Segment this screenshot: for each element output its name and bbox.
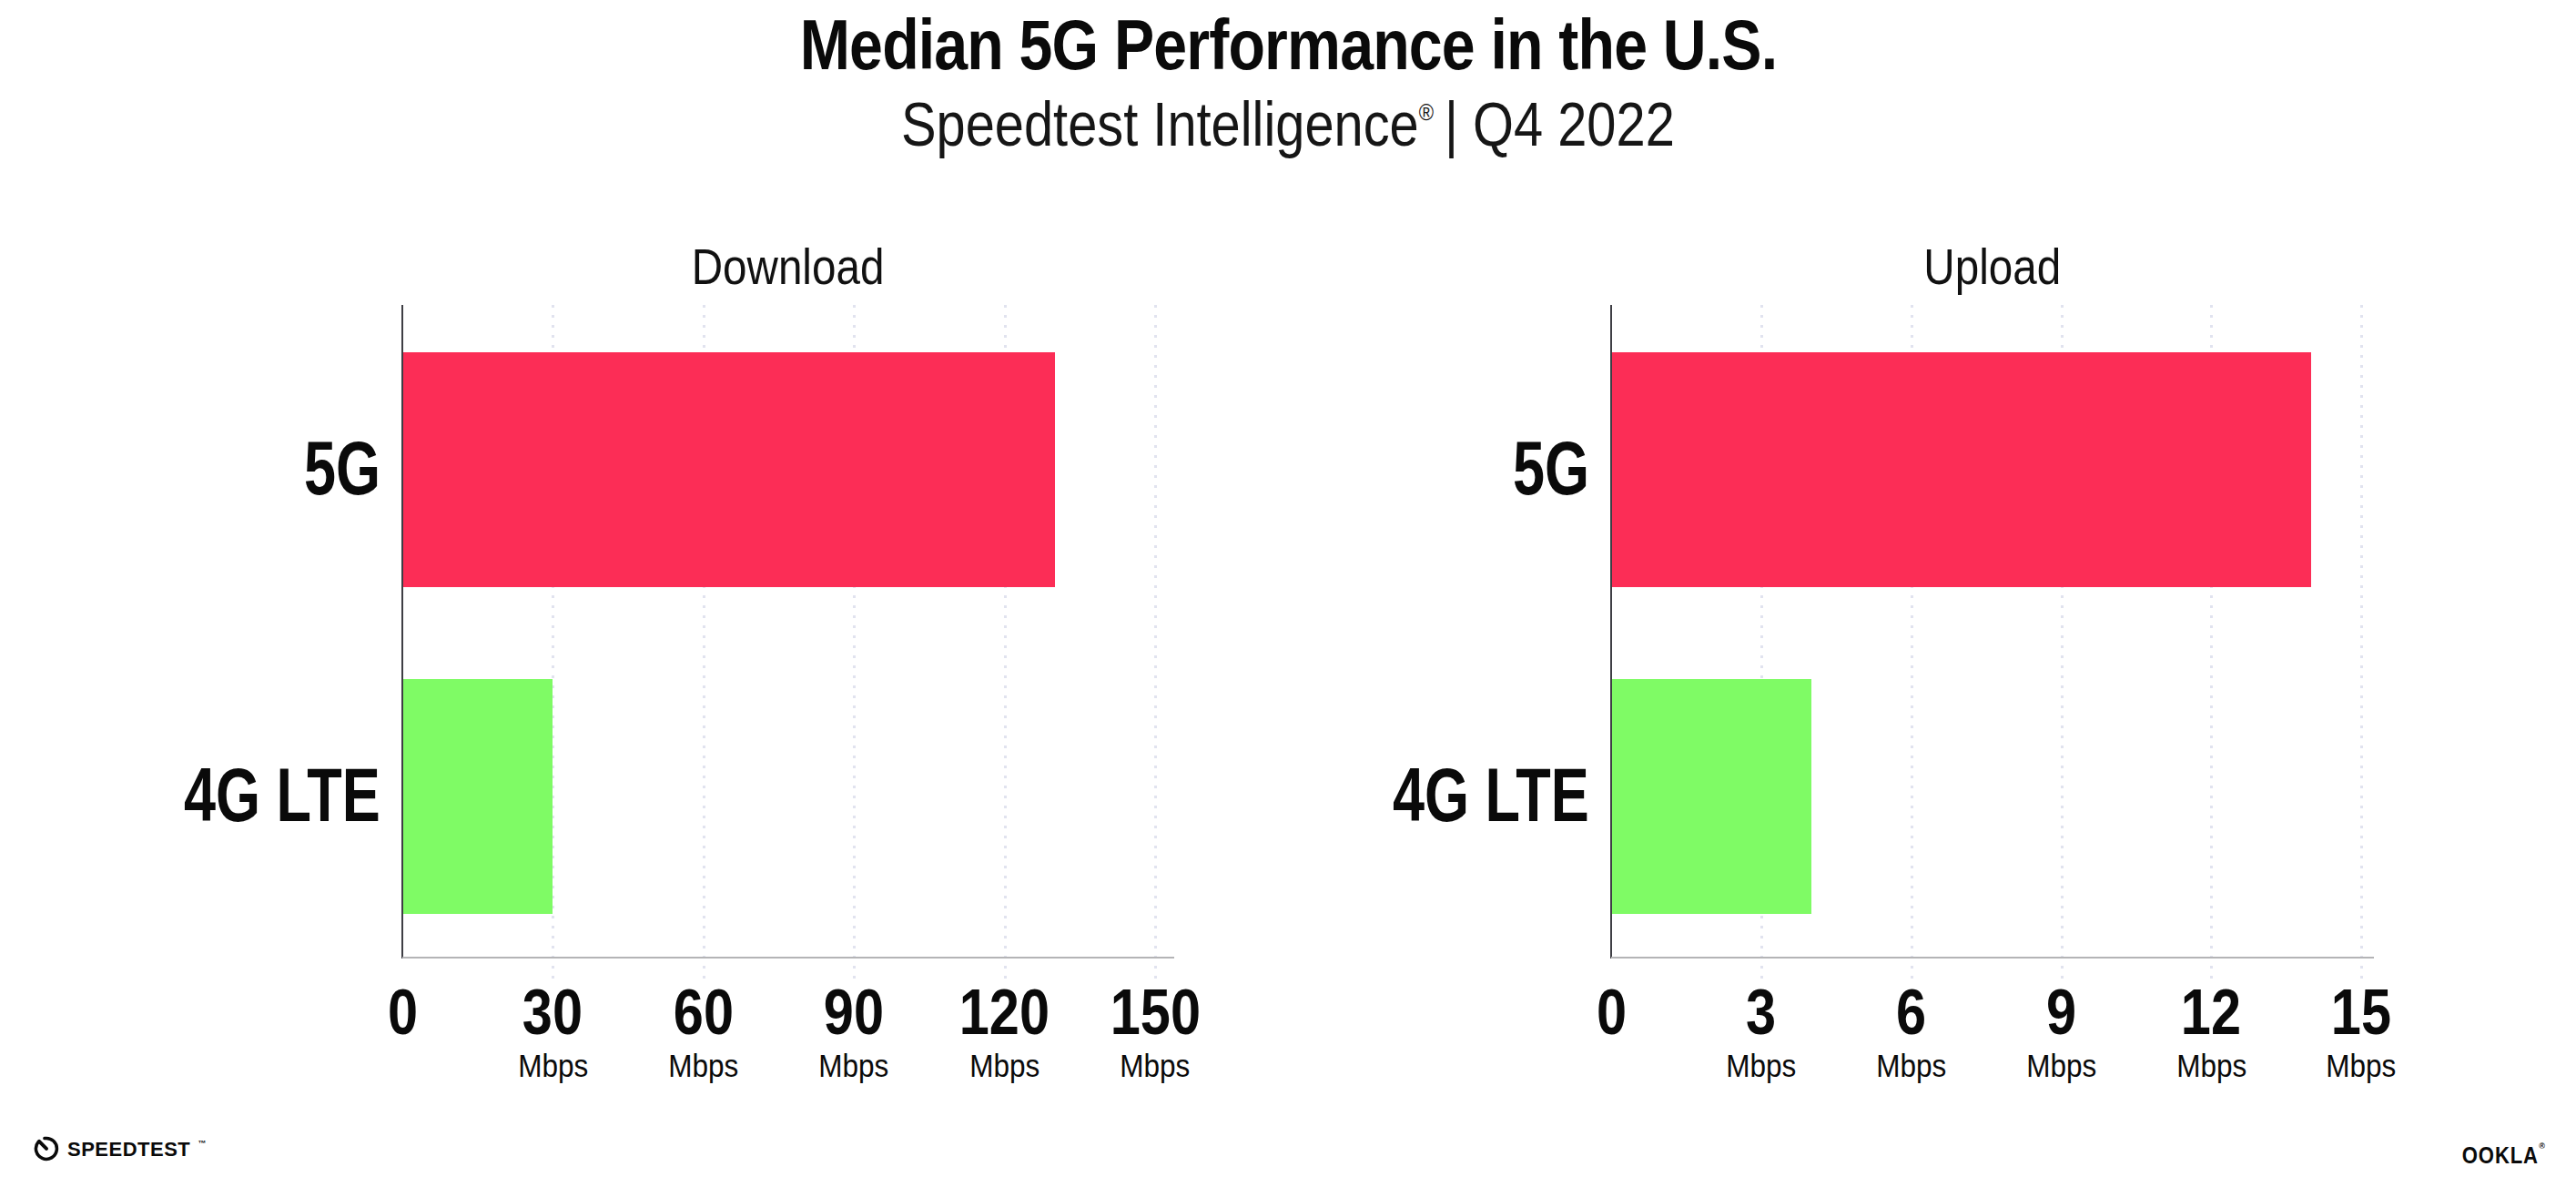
gridline [2360,305,2363,979]
x-tick-label: 15 [2270,980,2452,1044]
speedtest-trademark: ™ [198,1139,206,1148]
page-title: Median 5G Performance in the U.S. [0,9,2576,80]
category-label-5g: 5G [279,430,380,506]
x-tick-unit: Mbps [2270,1050,2452,1081]
x-tick: 150 Mbps [1064,980,1246,1081]
ookla-registered-mark: ® [2539,1141,2545,1151]
speedtest-logo-text: SPEEDTEST [67,1140,190,1160]
x-tick-label: 150 [1064,980,1246,1044]
download-chart: Download 5G4G LTE 030Mbps60Mbps90Mbps120… [402,305,1174,959]
chart-title-text: Upload [1924,241,2062,292]
subtitle-brand: Speedtest Intelligence [901,89,1419,158]
speedtest-logo: SPEEDTEST ™ [33,1134,206,1165]
speedtest-gauge-icon [33,1134,60,1165]
y-axis-line [401,305,403,959]
x-axis-line [402,957,1174,959]
upload-chart: Upload 5G4G LTE 03Mbps6Mbps9Mbps12Mbps15… [1611,305,2374,959]
ookla-logo: OOKLA® [2449,1143,2545,1167]
category-label-4g-lte: 4G LTE [1327,756,1589,833]
page-title-text: Median 5G Performance in the U.S. [799,9,1777,80]
bar-5g [402,352,1055,587]
category-label-4g-lte: 4G LTE [118,756,380,833]
subtitle-period: | Q4 2022 [1445,89,1675,158]
ookla-logo-text: OOKLA [2462,1143,2539,1167]
infographic-canvas: Median 5G Performance in the U.S. Speedt… [0,0,2576,1197]
chart-title-download: Download [402,241,1174,292]
category-label-5g: 5G [1487,430,1589,506]
bar-4g-lte [1611,679,1811,914]
bar-4g-lte [402,679,553,914]
gridline [1154,305,1157,979]
chart-title-upload: Upload [1611,241,2374,292]
page-subtitle: Speedtest Intelligence®| Q4 2022 [0,93,2576,155]
chart-title-text: Download [692,241,885,292]
bar-5g [1611,352,2311,587]
x-axis-line [1611,957,2374,959]
x-tick: 15 Mbps [2270,980,2452,1081]
registered-mark: ® [1419,98,1434,126]
y-axis-line [1610,305,1612,959]
x-tick-unit: Mbps [1064,1050,1246,1081]
